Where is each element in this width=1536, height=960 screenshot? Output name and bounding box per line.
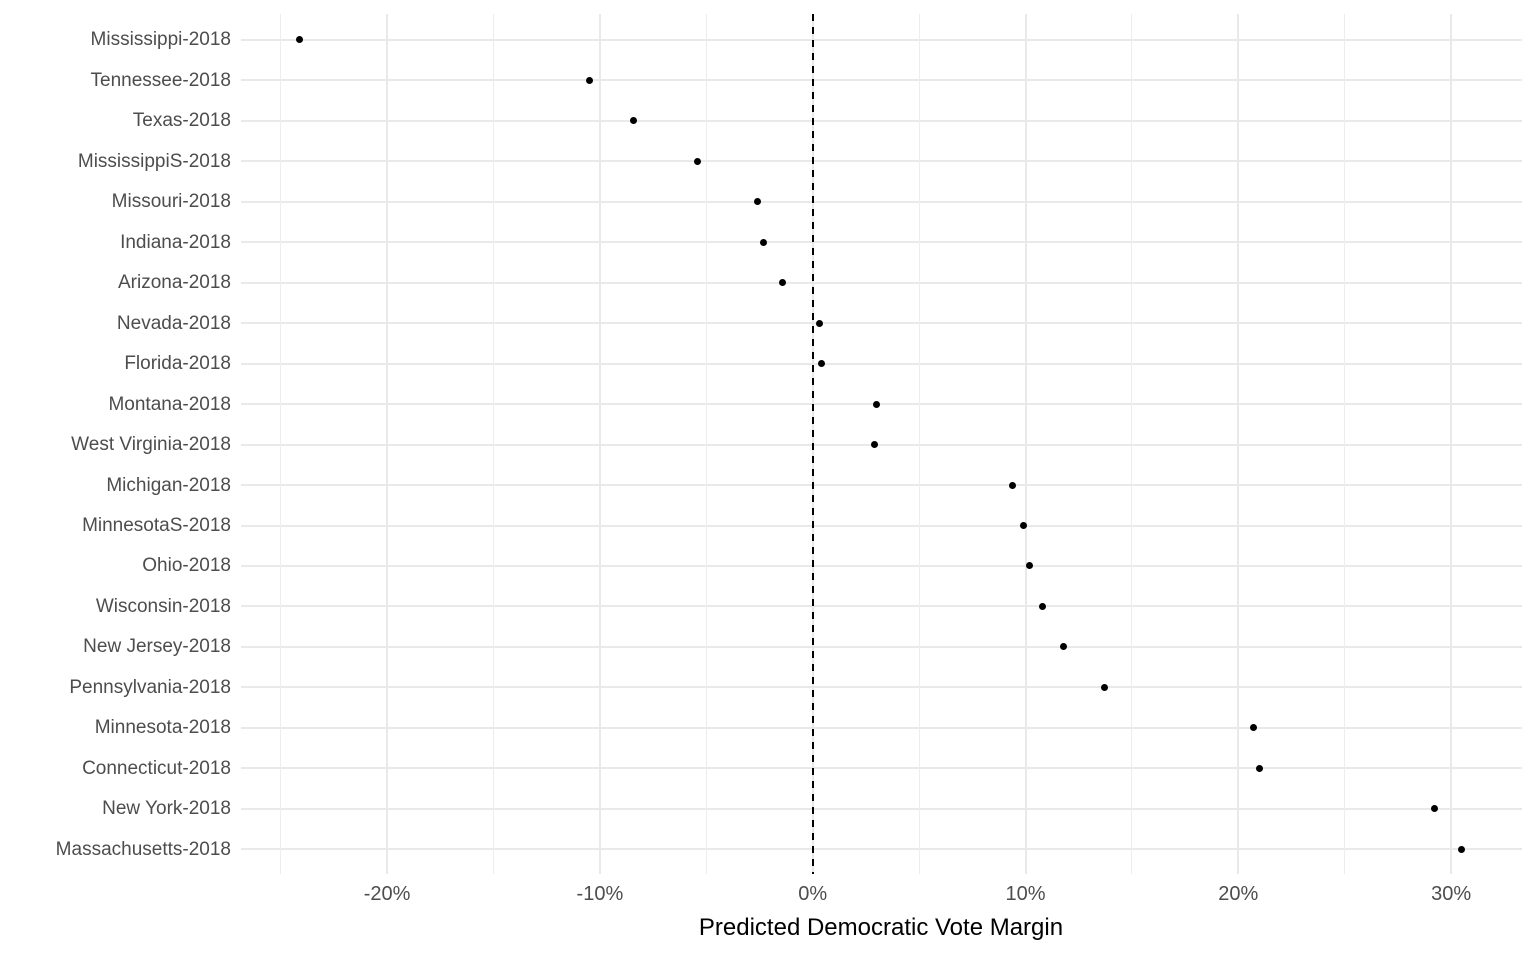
row-gridline (241, 686, 1522, 689)
row-gridline (241, 79, 1522, 82)
row-gridline (241, 443, 1522, 446)
data-point (1256, 764, 1264, 772)
data-point (870, 441, 878, 449)
data-point (1100, 683, 1108, 691)
row-gridline (241, 241, 1522, 244)
data-point (1430, 805, 1438, 813)
y-axis-label: Michigan-2018 (106, 474, 231, 496)
y-axis-label: MississippiS-2018 (77, 150, 231, 172)
minor-gridline (918, 13, 920, 874)
data-point (1009, 481, 1017, 489)
major-gridline (1237, 13, 1240, 874)
row-gridline (241, 484, 1522, 487)
zero-reference-line (811, 13, 814, 874)
row-gridline (241, 564, 1522, 567)
x-axis-tick-label: 20% (1218, 883, 1259, 905)
row-gridline (241, 403, 1522, 406)
minor-gridline (1131, 13, 1133, 874)
row-gridline (241, 807, 1522, 810)
major-gridline (386, 13, 389, 874)
data-point (296, 36, 304, 44)
y-axis-label: Missouri-2018 (111, 191, 231, 213)
y-axis-label: Ohio-2018 (142, 555, 231, 577)
data-point (817, 360, 825, 368)
data-point (760, 238, 768, 246)
row-gridline (241, 605, 1522, 608)
y-axis-label: MinnesotaS-2018 (82, 515, 231, 536)
major-gridline (1024, 13, 1027, 874)
y-axis-label: Minnesota-2018 (94, 717, 231, 739)
data-point (1039, 602, 1047, 610)
data-point (753, 198, 761, 206)
row-gridline (241, 200, 1522, 203)
minor-gridline (493, 13, 494, 874)
y-axis-label: Florida-2018 (124, 353, 231, 375)
y-axis-label: Wisconsin-2018 (95, 595, 231, 617)
data-point (630, 117, 638, 125)
y-axis-label: Nevada-2018 (116, 312, 231, 334)
row-gridline (241, 848, 1522, 851)
data-point (1026, 562, 1034, 570)
y-axis-label: Pennsylvania-2018 (69, 676, 231, 698)
data-point (694, 157, 702, 165)
x-axis-tick-label: 10% (1005, 883, 1046, 905)
y-axis-label: Texas-2018 (132, 110, 231, 132)
data-point (585, 76, 593, 84)
x-axis-tick-label: 30% (1431, 883, 1472, 905)
row-gridline (241, 38, 1522, 41)
row-gridline (241, 281, 1522, 284)
minor-gridline (1344, 13, 1346, 874)
major-gridline (1450, 13, 1453, 874)
major-gridline (598, 13, 601, 874)
data-point (815, 319, 823, 327)
data-point (1019, 522, 1027, 529)
row-gridline (241, 362, 1522, 365)
y-axis-label: West Virginia-2018 (71, 434, 231, 456)
data-point (779, 279, 787, 287)
x-axis-tick-label: 0% (798, 883, 828, 905)
y-axis-label: Arizona-2018 (117, 272, 231, 294)
y-axis-label: Connecticut-2018 (82, 757, 231, 779)
row-gridline (241, 524, 1522, 527)
minor-gridline (705, 13, 707, 874)
data-point (1249, 724, 1257, 732)
row-gridline (241, 767, 1522, 770)
row-gridline (241, 160, 1522, 163)
y-axis-label: New Jersey-2018 (83, 636, 231, 658)
row-gridline (241, 726, 1522, 729)
row-gridline (241, 119, 1522, 122)
minor-gridline (280, 13, 282, 874)
y-axis-label: New York-2018 (102, 798, 231, 820)
y-axis-label: Mississippi-2018 (90, 29, 231, 51)
data-point (873, 400, 881, 408)
data-point (1060, 643, 1068, 651)
row-gridline (241, 645, 1522, 648)
y-axis-label: Massachusetts-2018 (55, 838, 231, 860)
y-axis-label: Tennessee-2018 (90, 69, 232, 91)
y-axis-label: Montana-2018 (108, 393, 231, 415)
x-axis-tick-label: -10% (576, 883, 624, 905)
x-axis-title: Predicted Democratic Vote Margin (698, 914, 1064, 941)
y-axis-label: Indiana-2018 (120, 231, 231, 253)
x-axis-tick-label: -20% (363, 883, 411, 905)
row-gridline (241, 322, 1522, 325)
data-point (1458, 845, 1466, 853)
